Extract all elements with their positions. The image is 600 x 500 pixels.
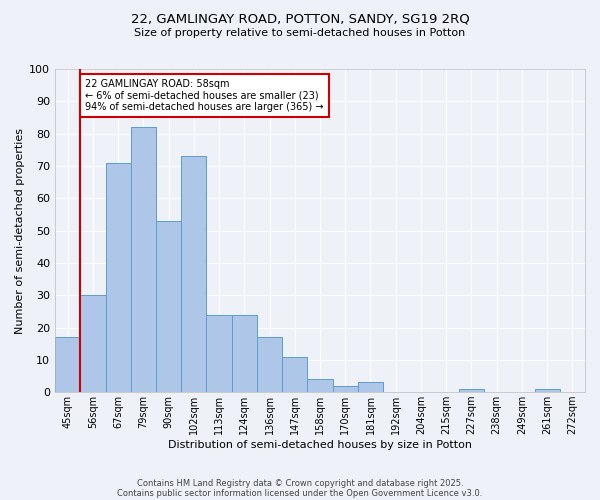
Text: Contains public sector information licensed under the Open Government Licence v3: Contains public sector information licen… <box>118 488 482 498</box>
Text: Contains HM Land Registry data © Crown copyright and database right 2025.: Contains HM Land Registry data © Crown c… <box>137 478 463 488</box>
Bar <box>181 156 206 392</box>
Bar <box>358 382 383 392</box>
Y-axis label: Number of semi-detached properties: Number of semi-detached properties <box>15 128 25 334</box>
Text: Size of property relative to semi-detached houses in Potton: Size of property relative to semi-detach… <box>134 28 466 38</box>
Bar <box>106 162 131 392</box>
Bar <box>206 314 232 392</box>
Bar <box>80 295 106 392</box>
Text: 22 GAMLINGAY ROAD: 58sqm
← 6% of semi-detached houses are smaller (23)
94% of se: 22 GAMLINGAY ROAD: 58sqm ← 6% of semi-de… <box>85 78 324 112</box>
Bar <box>307 379 332 392</box>
Bar <box>257 337 282 392</box>
Text: 22, GAMLINGAY ROAD, POTTON, SANDY, SG19 2RQ: 22, GAMLINGAY ROAD, POTTON, SANDY, SG19 … <box>131 12 469 26</box>
X-axis label: Distribution of semi-detached houses by size in Potton: Distribution of semi-detached houses by … <box>168 440 472 450</box>
Bar <box>459 389 484 392</box>
Bar <box>131 127 156 392</box>
Bar <box>332 386 358 392</box>
Bar <box>232 314 257 392</box>
Bar <box>156 221 181 392</box>
Bar <box>55 337 80 392</box>
Bar <box>535 389 560 392</box>
Bar <box>282 356 307 392</box>
